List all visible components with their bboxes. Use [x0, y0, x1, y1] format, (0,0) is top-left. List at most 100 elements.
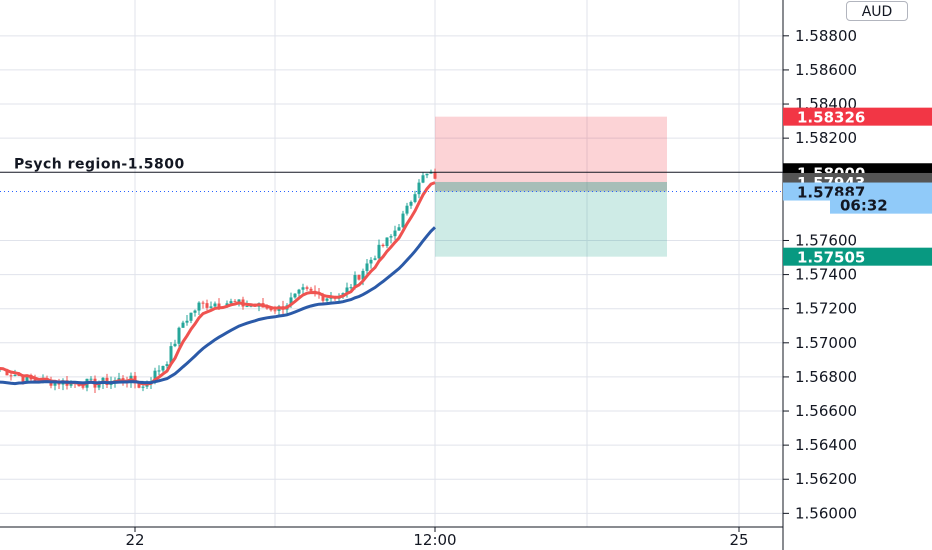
- candle-body[interactable]: [33, 379, 37, 382]
- psych-region-label: Psych region-1.5800: [14, 156, 185, 172]
- price-tick-label: 1.58800: [795, 27, 857, 45]
- candle-body[interactable]: [293, 293, 297, 298]
- candle-body[interactable]: [25, 374, 29, 382]
- candle-body[interactable]: [145, 384, 149, 387]
- candle-body[interactable]: [81, 386, 85, 388]
- candle-body[interactable]: [53, 381, 57, 386]
- candle-body[interactable]: [273, 310, 277, 312]
- time-tick-label: 25: [729, 531, 748, 549]
- candle-body[interactable]: [153, 370, 157, 382]
- candle-body[interactable]: [409, 201, 413, 206]
- candle-body[interactable]: [141, 386, 145, 388]
- candle-body[interactable]: [17, 374, 21, 376]
- entry-band: [435, 181, 667, 192]
- candle-body[interactable]: [373, 258, 377, 260]
- candle-body[interactable]: [185, 320, 189, 323]
- candle-body[interactable]: [425, 173, 429, 176]
- candle-body[interactable]: [345, 287, 349, 294]
- candle-body[interactable]: [305, 287, 309, 289]
- price-tick-label: 1.57000: [795, 334, 857, 352]
- take-profit-zone[interactable]: [435, 191, 667, 257]
- price-tick-label: 1.57200: [795, 300, 857, 318]
- candle-body[interactable]: [385, 237, 389, 247]
- price-tick-label: 1.58200: [795, 129, 857, 147]
- price-tick-label: 1.56600: [795, 402, 857, 420]
- candle-body[interactable]: [9, 375, 13, 377]
- candle-body[interactable]: [205, 303, 209, 308]
- candle-body[interactable]: [377, 244, 381, 259]
- ema-slow-line: [0, 226, 437, 386]
- candle-body[interactable]: [401, 213, 405, 228]
- candle-body[interactable]: [361, 270, 365, 280]
- candle-body[interactable]: [421, 175, 425, 183]
- candle-body[interactable]: [417, 182, 421, 195]
- price-tag[interactable]: [830, 195, 932, 214]
- price-tag-label: 1.58326: [797, 109, 865, 127]
- candle-body[interactable]: [161, 365, 165, 371]
- candle-body[interactable]: [169, 346, 173, 365]
- candle-body[interactable]: [237, 299, 241, 303]
- price-tick-label: 1.57400: [795, 266, 857, 284]
- candle-body[interactable]: [405, 205, 409, 214]
- candle-body[interactable]: [89, 378, 93, 380]
- candle-body[interactable]: [397, 227, 401, 231]
- candle-body[interactable]: [173, 343, 177, 347]
- candle-body[interactable]: [413, 194, 417, 202]
- price-tag-label: 1.57505: [797, 249, 865, 267]
- price-tag-label: 06:32: [840, 197, 888, 215]
- candle-body[interactable]: [297, 289, 301, 294]
- candle-body[interactable]: [357, 275, 361, 280]
- candle-body[interactable]: [157, 370, 161, 372]
- price-tag[interactable]: [783, 247, 932, 266]
- price-tick-label: 1.56000: [795, 504, 857, 522]
- candle-body[interactable]: [137, 383, 141, 388]
- candle-body[interactable]: [245, 305, 249, 307]
- candle-body[interactable]: [5, 369, 9, 376]
- candle-body[interactable]: [197, 302, 201, 311]
- candle-body[interactable]: [217, 303, 221, 307]
- candle-body[interactable]: [353, 275, 357, 288]
- candle-body[interactable]: [233, 301, 237, 303]
- candle-body[interactable]: [429, 172, 433, 174]
- candle-body[interactable]: [97, 383, 101, 388]
- stop-loss-zone[interactable]: [435, 116, 667, 192]
- candle-body[interactable]: [349, 287, 353, 289]
- candle-body[interactable]: [321, 294, 325, 301]
- candle-body[interactable]: [365, 263, 369, 271]
- candle-body[interactable]: [201, 302, 205, 304]
- price-tick-label: 1.56400: [795, 436, 857, 454]
- candle-body[interactable]: [329, 297, 333, 299]
- price-tick-label: 1.56800: [795, 368, 857, 386]
- time-tick-label: 22: [125, 531, 144, 549]
- candle-body[interactable]: [209, 306, 213, 308]
- price-tick-label: 1.57600: [795, 231, 857, 249]
- candle-body[interactable]: [165, 364, 169, 366]
- candle-body[interactable]: [393, 230, 397, 237]
- candle-body[interactable]: [0, 368, 1, 372]
- candle-body[interactable]: [433, 172, 437, 179]
- candle-body[interactable]: [289, 297, 293, 306]
- candle-body[interactable]: [229, 301, 233, 304]
- time-tick-label: 12:00: [413, 531, 456, 549]
- candle-body[interactable]: [177, 327, 181, 344]
- candle-body[interactable]: [381, 244, 385, 247]
- candle-body[interactable]: [269, 308, 273, 311]
- candle-body[interactable]: [265, 307, 269, 309]
- ema-fast-line: [0, 181, 436, 387]
- candle-body[interactable]: [117, 378, 121, 381]
- price-tick-label: 1.58600: [795, 61, 857, 79]
- candle-body[interactable]: [301, 287, 305, 290]
- candle-body[interactable]: [325, 298, 329, 301]
- candle-body[interactable]: [369, 259, 373, 264]
- candle-body[interactable]: [181, 322, 185, 328]
- candle-body[interactable]: [193, 310, 197, 313]
- currency-badge[interactable]: AUD: [846, 1, 908, 21]
- candle-body[interactable]: [389, 236, 393, 238]
- candle-body[interactable]: [13, 374, 17, 376]
- candle-body[interactable]: [309, 288, 313, 291]
- price-tag[interactable]: [783, 107, 932, 126]
- candle-body[interactable]: [213, 303, 217, 307]
- candle-body[interactable]: [189, 312, 193, 321]
- candle-body[interactable]: [21, 375, 25, 382]
